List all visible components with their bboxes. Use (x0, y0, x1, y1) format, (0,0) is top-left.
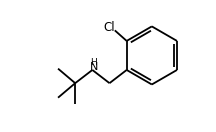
Text: N: N (90, 62, 98, 72)
Text: Cl: Cl (103, 21, 115, 34)
Text: H: H (90, 58, 96, 67)
